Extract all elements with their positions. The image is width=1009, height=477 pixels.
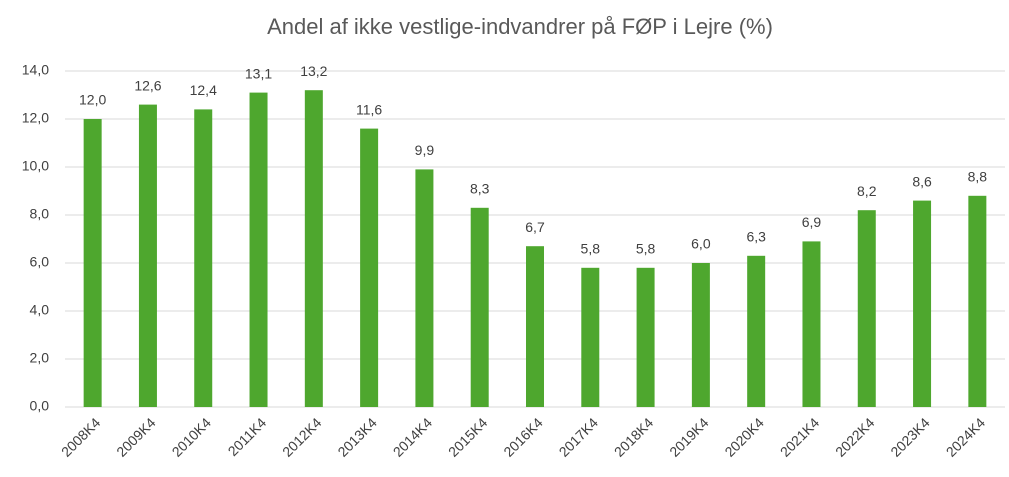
y-tick-label: 14,0 (22, 62, 49, 78)
data-label: 5,8 (581, 241, 601, 257)
y-tick-label: 0,0 (30, 398, 50, 414)
x-tick-label: 2024K4 (943, 414, 989, 460)
x-tick-label: 2022K4 (832, 414, 878, 460)
data-label: 8,3 (470, 181, 490, 197)
bar (747, 255, 766, 407)
y-tick-label: 6,0 (30, 254, 50, 270)
x-tick-label: 2023K4 (887, 414, 933, 460)
data-label: 6,7 (525, 219, 545, 235)
data-label: 6,0 (691, 236, 711, 252)
data-label: 6,3 (746, 229, 766, 245)
data-label: 8,2 (857, 183, 877, 199)
x-tick-label: 2017K4 (556, 414, 602, 460)
bar (194, 109, 213, 408)
data-label: 13,1 (245, 65, 272, 81)
bar (304, 90, 323, 407)
data-label: 13,2 (300, 63, 327, 79)
data-label: 8,8 (968, 169, 988, 185)
data-label: 5,8 (636, 241, 656, 257)
x-tick-label: 2010K4 (169, 414, 215, 460)
y-tick-label: 4,0 (30, 302, 50, 318)
data-label: 12,6 (134, 77, 161, 93)
x-tick-label: 2008K4 (58, 414, 104, 460)
bar (691, 263, 710, 407)
x-tick-label: 2016K4 (500, 414, 546, 460)
bar (581, 267, 600, 407)
x-tick-label: 2021K4 (777, 414, 823, 460)
x-tick-label: 2009K4 (113, 414, 159, 460)
bar (83, 119, 102, 407)
data-label: 12,4 (190, 82, 217, 98)
bar (526, 246, 544, 407)
y-tick-label: 2,0 (30, 350, 50, 366)
y-tick-label: 10,0 (22, 158, 49, 174)
bar (968, 195, 987, 407)
bar (636, 267, 655, 407)
data-label: 9,9 (415, 142, 435, 158)
data-label: 12,0 (79, 92, 106, 108)
bar (249, 92, 268, 407)
x-tick-label: 2013K4 (334, 414, 380, 460)
x-tick-label: 2018K4 (611, 414, 657, 460)
data-label: 6,9 (802, 214, 822, 230)
x-tick-label: 2012K4 (279, 414, 325, 460)
bar (470, 207, 489, 407)
x-tick-label: 2014K4 (390, 414, 436, 460)
x-tick-label: 2015K4 (445, 414, 491, 460)
data-label: 11,6 (356, 101, 382, 117)
chart-title: Andel af ikke vestlige-indvandrer på FØP… (267, 14, 773, 39)
bar (857, 210, 876, 407)
x-tick-label: 2019K4 (666, 414, 712, 460)
x-tick-label: 2011K4 (225, 414, 270, 459)
bar (415, 169, 434, 407)
data-label: 8,6 (912, 173, 932, 189)
y-tick-label: 8,0 (30, 206, 50, 222)
y-tick-label: 12,0 (22, 110, 49, 126)
bar (360, 128, 379, 407)
bar (138, 104, 157, 407)
x-tick-label: 2020K4 (721, 414, 767, 460)
bar (802, 241, 821, 407)
bar (913, 200, 932, 407)
